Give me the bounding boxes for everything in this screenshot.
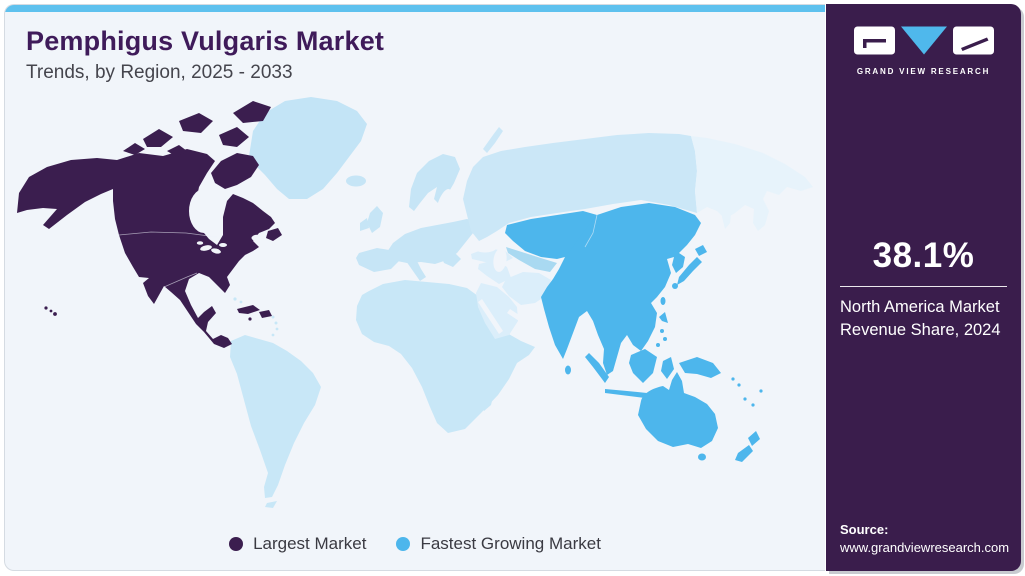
map-region-scandinavia	[409, 154, 460, 211]
map-region-cuba	[237, 305, 260, 314]
map-region-iceland	[346, 175, 366, 187]
map-region-north-america-mainland	[17, 149, 275, 348]
map-panel: Pemphigus Vulgaris Market Trends, by Reg…	[4, 4, 825, 571]
map-region-nz-north	[748, 431, 760, 446]
map-region-iran	[502, 272, 551, 305]
map-region-russia-east	[691, 136, 813, 231]
map-island	[660, 329, 664, 333]
map-region-newfoundland	[266, 228, 282, 241]
map-region-china-india-sea	[541, 203, 701, 375]
map-island	[275, 327, 279, 331]
gvr-logo-icon	[853, 26, 994, 55]
map-region-sri-lanka	[565, 365, 571, 375]
map-region-honshu	[677, 257, 702, 285]
map-region-europe-mainland	[385, 219, 479, 264]
map-region-hokkaido	[695, 245, 707, 256]
map-region-sulawesi	[661, 357, 674, 379]
map-island	[751, 403, 755, 407]
stat-label: North America Market Revenue Share, 2024	[840, 298, 1001, 339]
map-island	[271, 333, 275, 337]
map-region-borneo	[629, 349, 657, 383]
map-region-hawaii	[44, 306, 48, 310]
fastest-growing-market-dot-icon	[396, 537, 411, 551]
map-island	[759, 389, 763, 393]
map-region-arabia	[476, 283, 518, 339]
map-region-nz-south	[735, 445, 753, 462]
legend-item-fastest-growing-market: Fastest Growing Market	[396, 534, 601, 554]
map-region-arctic-island	[219, 127, 249, 147]
map-region-hawaii	[49, 309, 53, 313]
map-island	[663, 337, 667, 341]
map-legend: Largest Market Fastest Growing Market	[5, 534, 825, 554]
map-water-overlays	[189, 188, 525, 334]
source-label: Source:	[840, 522, 889, 537]
map-region-jamaica	[248, 317, 252, 321]
map-region-central-asia	[506, 247, 557, 272]
map-region-arctic-island	[143, 129, 173, 147]
legend-item-largest-market: Largest Market	[229, 534, 366, 554]
map-island	[656, 343, 660, 347]
stat-divider	[840, 286, 1007, 287]
map-region-balkans	[441, 251, 461, 267]
map-region-uk	[367, 206, 383, 233]
map-region-tierra-del-fuego	[265, 501, 277, 508]
top-accent-bar	[5, 5, 825, 12]
map-region-java	[605, 389, 647, 398]
brand-sidebar: GRAND VIEW RESEARCH 38.1% North America …	[826, 4, 1021, 571]
map-region-south-america	[230, 335, 321, 498]
map-region-arctic-island	[123, 143, 145, 155]
map-region-greenland	[249, 97, 367, 199]
map-region-philippines	[659, 312, 668, 323]
map-region-ellesmere	[233, 101, 271, 123]
map-island	[233, 297, 237, 301]
map-island	[731, 377, 735, 381]
map-region-australia	[638, 372, 718, 448]
map-region-hispaniola	[259, 310, 272, 318]
map-island	[743, 397, 747, 401]
map-region-sakhalin	[722, 198, 732, 229]
legend-label: Largest Market	[253, 534, 367, 553]
map-region-kyushu	[672, 283, 678, 289]
world-map	[17, 97, 813, 508]
page-title: Pemphigus Vulgaris Market	[26, 26, 385, 56]
stat-value: 38.1%	[872, 236, 975, 275]
map-region-hainan	[642, 314, 648, 320]
gvr-logo-wordmark: GRAND VIEW RESEARCH	[856, 67, 991, 76]
gvr-logo: GRAND VIEW RESEARCH	[826, 26, 1021, 76]
largest-market-dot-icon	[229, 537, 244, 551]
map-island	[239, 300, 243, 304]
map-region-arctic-island	[167, 145, 187, 157]
map-region-russia-west	[463, 133, 697, 241]
map-country-borders	[118, 214, 598, 288]
map-region-italy	[406, 253, 426, 281]
header: Pemphigus Vulgaris Market Trends, by Reg…	[26, 26, 385, 84]
map-island	[274, 321, 278, 325]
map-region-baffin	[211, 153, 259, 189]
map-region-novaya-zemlya	[483, 127, 503, 153]
legend-label: Fastest Growing Market	[420, 534, 601, 553]
map-region-tasmania	[698, 453, 706, 461]
map-region-iberia	[356, 248, 400, 272]
source-url: www.grandviewresearch.com	[840, 540, 1010, 555]
page-subtitle: Trends, by Region, 2025 - 2033	[26, 61, 293, 83]
map-region-ireland	[360, 218, 369, 231]
map-island	[737, 383, 741, 387]
map-region-taiwan	[660, 297, 666, 305]
map-region-arctic-island	[179, 113, 213, 133]
source-block: Source: www.grandviewresearch.com	[840, 522, 1009, 555]
map-region-hawaii	[53, 312, 57, 316]
map-region-new-guinea	[679, 357, 721, 378]
stat-block: 38.1% North America Market Revenue Share…	[840, 236, 1007, 342]
map-region-madagascar	[479, 380, 495, 411]
map-island	[271, 315, 275, 319]
map-region-sumatra	[585, 353, 609, 383]
